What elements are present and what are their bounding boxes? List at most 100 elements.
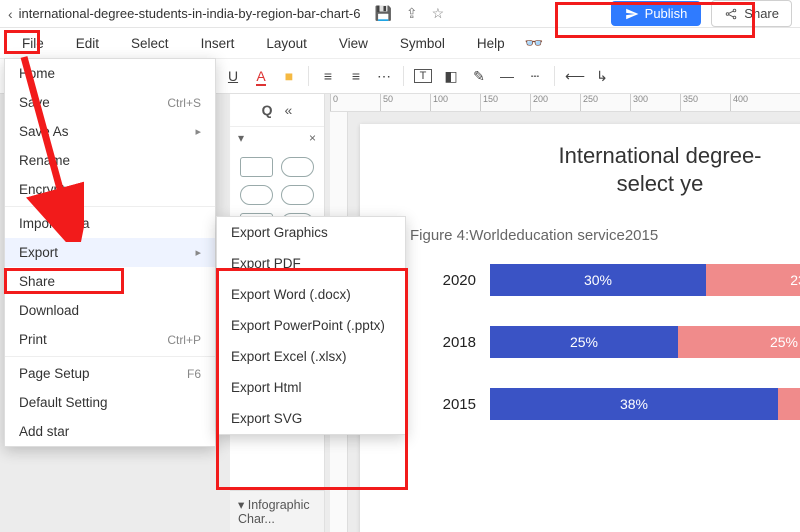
- share-button[interactable]: Share: [711, 0, 792, 27]
- export-menu-item[interactable]: Export Graphics: [217, 217, 405, 248]
- file-menu-item[interactable]: Home: [5, 59, 215, 88]
- arrow-start-icon[interactable]: ⟵: [565, 68, 583, 85]
- file-menu-label: Page Setup: [19, 366, 90, 381]
- file-menu-label: Home: [19, 66, 55, 81]
- file-menu-label: Rename: [19, 153, 70, 168]
- glasses-icon[interactable]: 👓: [525, 34, 544, 52]
- bar-year-label: 2015: [430, 396, 490, 413]
- file-menu-item[interactable]: Default Setting: [5, 388, 215, 417]
- submenu-arrow-icon: ▸: [195, 246, 201, 259]
- chart-title: International degree- select ye: [430, 142, 800, 197]
- bar-segment: 23: [706, 264, 800, 296]
- bar-segment: 25%: [678, 326, 800, 358]
- bar-segment: [778, 388, 800, 420]
- connector-icon[interactable]: ↳: [593, 68, 611, 85]
- close-shapes-icon[interactable]: ×: [309, 131, 316, 145]
- shapes-header: ▾: [238, 131, 244, 145]
- file-menu-item[interactable]: Import Data: [5, 209, 215, 238]
- highlight-icon[interactable]: ■: [280, 68, 298, 84]
- menu-edit[interactable]: Edit: [60, 32, 115, 55]
- menu-file[interactable]: File: [6, 32, 60, 55]
- export-menu-item[interactable]: Export PDF: [217, 248, 405, 279]
- menu-symbol[interactable]: Symbol: [384, 32, 461, 55]
- file-menu-label: Import Data: [19, 216, 90, 231]
- bar-segment: 38%: [490, 388, 778, 420]
- file-menu-item[interactable]: Export ▸: [5, 238, 215, 267]
- horizontal-ruler: 050100150200250300350400: [330, 94, 800, 112]
- export-menu-item[interactable]: Export Word (.docx): [217, 279, 405, 310]
- file-menu-item[interactable]: Save Ctrl+S: [5, 88, 215, 117]
- paperplane-icon: [625, 7, 639, 21]
- export-menu-item[interactable]: Export SVG: [217, 403, 405, 434]
- export-submenu: Export GraphicsExport PDFExport Word (.d…: [216, 216, 406, 435]
- line-style-icon[interactable]: ┄: [526, 68, 544, 85]
- bar-track: 38%: [490, 388, 800, 420]
- file-menu-item[interactable]: Save As ▸: [5, 117, 215, 146]
- font-color-icon[interactable]: A: [252, 68, 270, 84]
- file-menu-label: Export: [19, 245, 58, 260]
- shape-rect[interactable]: [240, 157, 273, 177]
- submenu-arrow-icon: ▸: [195, 125, 201, 138]
- bar-row: 202030%23: [430, 262, 800, 298]
- separator: [308, 66, 309, 86]
- bar-year-label: 2018: [430, 334, 490, 351]
- align-icon[interactable]: ≡: [319, 68, 337, 84]
- menu-insert[interactable]: Insert: [185, 32, 251, 55]
- file-menu-label: Save: [19, 95, 50, 110]
- export-quick-icon[interactable]: ⇪: [406, 5, 418, 22]
- textbox-icon[interactable]: T: [414, 69, 432, 83]
- separator: [403, 66, 404, 86]
- file-menu-item[interactable]: PrintCtrl+P: [5, 325, 215, 354]
- file-menu-item[interactable]: Encrypt: [5, 175, 215, 204]
- bar-track: 25%25%: [490, 326, 800, 358]
- publish-label: Publish: [645, 6, 688, 21]
- file-dropdown: Home Save Ctrl+S Save As ▸ Rename Encrypt Impor…: [4, 58, 216, 447]
- shape-round-rect[interactable]: [281, 157, 314, 177]
- title-bar: ‹ international-degree-students-in-india…: [0, 0, 800, 28]
- export-menu-item[interactable]: Export Excel (.xlsx): [217, 341, 405, 372]
- publish-button[interactable]: Publish: [611, 1, 702, 26]
- file-menu-item[interactable]: Rename: [5, 146, 215, 175]
- export-menu-item[interactable]: Export PowerPoint (.pptx): [217, 310, 405, 341]
- search-icon[interactable]: Q: [262, 102, 273, 118]
- file-menu-item[interactable]: Page Setup F6: [5, 359, 215, 388]
- more-text-icon[interactable]: ⋯: [375, 68, 393, 85]
- file-menu-item[interactable]: Download: [5, 296, 215, 325]
- collapse-panel-icon[interactable]: «: [285, 102, 293, 118]
- shape-pill[interactable]: [240, 185, 273, 205]
- separator: [554, 66, 555, 86]
- file-menu-label: Download: [19, 303, 79, 318]
- menu-bar: File Edit Select Insert Layout View Symb…: [0, 28, 800, 58]
- category-footer[interactable]: ▾ Infographic Char...: [230, 490, 324, 532]
- chart-title-line1: International degree-: [558, 143, 761, 168]
- underline-icon[interactable]: U: [224, 68, 242, 84]
- line-tool-icon[interactable]: ✎: [470, 68, 488, 85]
- keyboard-shortcut: Ctrl+S: [167, 96, 201, 110]
- file-menu-label: Print: [19, 332, 47, 347]
- file-menu-item[interactable]: Add star: [5, 417, 215, 446]
- star-icon[interactable]: ☆: [432, 5, 445, 22]
- menu-view[interactable]: View: [323, 32, 384, 55]
- share-icon: [724, 7, 738, 21]
- file-menu-label: Save As: [19, 124, 69, 139]
- line-spacing-icon[interactable]: ≡: [347, 68, 365, 84]
- menu-layout[interactable]: Layout: [250, 32, 323, 55]
- line-weight-icon[interactable]: —: [498, 68, 516, 84]
- back-chevron-icon[interactable]: ‹: [8, 6, 13, 22]
- fill-icon[interactable]: ◧: [442, 68, 460, 85]
- bar-year-label: 2020: [430, 272, 490, 289]
- figure-caption: Figure 4:Worldeducation service2015: [410, 227, 800, 244]
- shape-ellipse[interactable]: [281, 185, 314, 205]
- bar-track: 30%23: [490, 264, 800, 296]
- export-menu-item[interactable]: Export Html: [217, 372, 405, 403]
- bar-chart: 202030%23 201825%25% 201538%: [430, 262, 800, 422]
- menu-help[interactable]: Help: [461, 32, 521, 55]
- file-menu-label: Share: [19, 274, 55, 289]
- keyboard-shortcut: F6: [187, 367, 201, 381]
- menu-select[interactable]: Select: [115, 32, 185, 55]
- document-title[interactable]: international-degree-students-in-india-b…: [19, 6, 361, 21]
- save-icon[interactable]: 💾: [374, 5, 391, 22]
- file-menu-item[interactable]: Share: [5, 267, 215, 296]
- page-canvas[interactable]: International degree- select ye Figure 4…: [360, 124, 800, 532]
- bar-row: 201825%25%: [430, 324, 800, 360]
